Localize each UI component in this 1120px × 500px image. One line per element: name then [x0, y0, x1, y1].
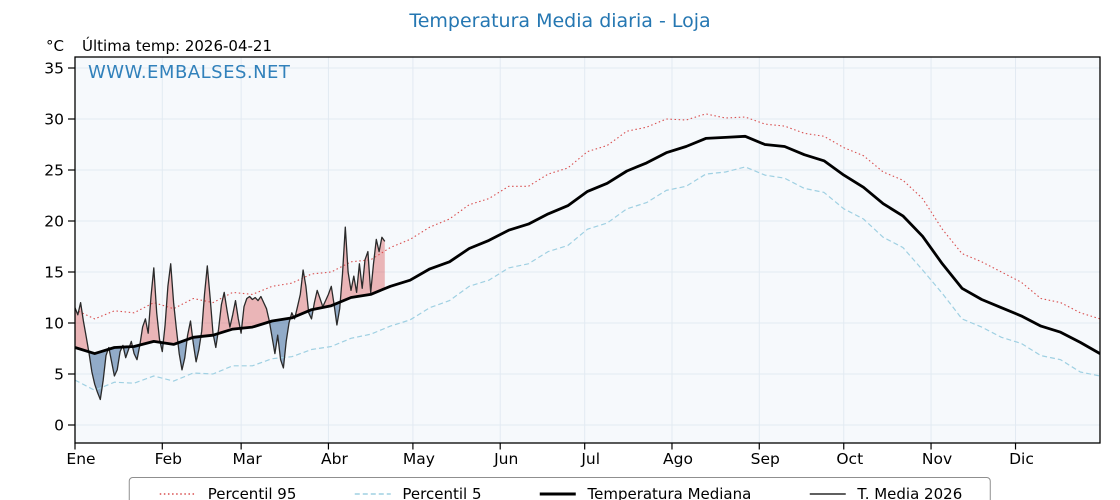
- svg-text:Ago: Ago: [663, 450, 693, 468]
- chart-title: Temperatura Media diaria - Loja: [409, 10, 711, 32]
- legend-item-percentil-5: Percentil 5: [352, 485, 481, 500]
- svg-text:25: 25: [44, 162, 64, 180]
- fill-below-median: [88, 301, 341, 400]
- legend-label: Percentil 95: [207, 485, 297, 500]
- temperatura-mediana-line-icon: [539, 492, 576, 496]
- axis-ticks: 0 5 10 15 20 25 30 35 Ene Feb Mar Abr May Jun Jul Ago Se…: [44, 60, 1034, 469]
- plot-background: [75, 57, 1100, 443]
- svg-text:Sep: Sep: [751, 450, 780, 468]
- svg-text:Ene: Ene: [66, 450, 95, 468]
- svg-text:May: May: [403, 450, 435, 468]
- series-temperatura-mediana: [75, 134, 1100, 356]
- legend-label: T. Media 2026: [857, 485, 963, 500]
- svg-text:Mar: Mar: [233, 450, 263, 468]
- svg-text:15: 15: [44, 264, 64, 282]
- legend-item-percentil-95: Percentil 95: [158, 485, 297, 500]
- percentil-95-line-icon: [159, 493, 196, 495]
- fill-above-median: [75, 227, 385, 352]
- last-temp-label: Última temp: 2026-04-21: [82, 37, 273, 55]
- grid: [74, 57, 1100, 443]
- series-percentil-5: [75, 166, 1100, 391]
- legend-label: Temperatura Mediana: [587, 485, 752, 500]
- series-t-media-2026: [75, 226, 386, 401]
- legend: Percentil 95 Percentil 5 Temperatura Med…: [128, 477, 992, 500]
- watermark: WWW.EMBALSES.NET: [88, 62, 291, 83]
- svg-text:Jun: Jun: [493, 450, 518, 468]
- y-axis-unit-label: °C: [46, 37, 64, 55]
- axes-border: [74, 56, 1101, 444]
- svg-text:Abr: Abr: [321, 450, 348, 468]
- svg-text:Feb: Feb: [155, 450, 182, 468]
- legend-label: Percentil 5: [402, 485, 482, 500]
- legend-item-temperatura-mediana: Temperatura Mediana: [537, 485, 751, 500]
- series-percentil-95: [75, 113, 1100, 320]
- svg-text:Oct: Oct: [836, 450, 863, 468]
- svg-text:35: 35: [44, 60, 64, 78]
- legend-item-t-media-2026: T. Media 2026: [807, 485, 962, 500]
- svg-text:Jul: Jul: [580, 450, 600, 468]
- svg-text:10: 10: [44, 315, 64, 333]
- svg-text:Nov: Nov: [922, 450, 952, 468]
- svg-text:30: 30: [44, 111, 64, 129]
- svg-text:0: 0: [54, 417, 64, 435]
- svg-text:20: 20: [44, 213, 64, 231]
- svg-text:5: 5: [54, 366, 64, 384]
- t-media-2026-line-icon: [809, 493, 846, 495]
- svg-text:Dic: Dic: [1009, 450, 1034, 468]
- percentil-5-line-icon: [354, 493, 391, 495]
